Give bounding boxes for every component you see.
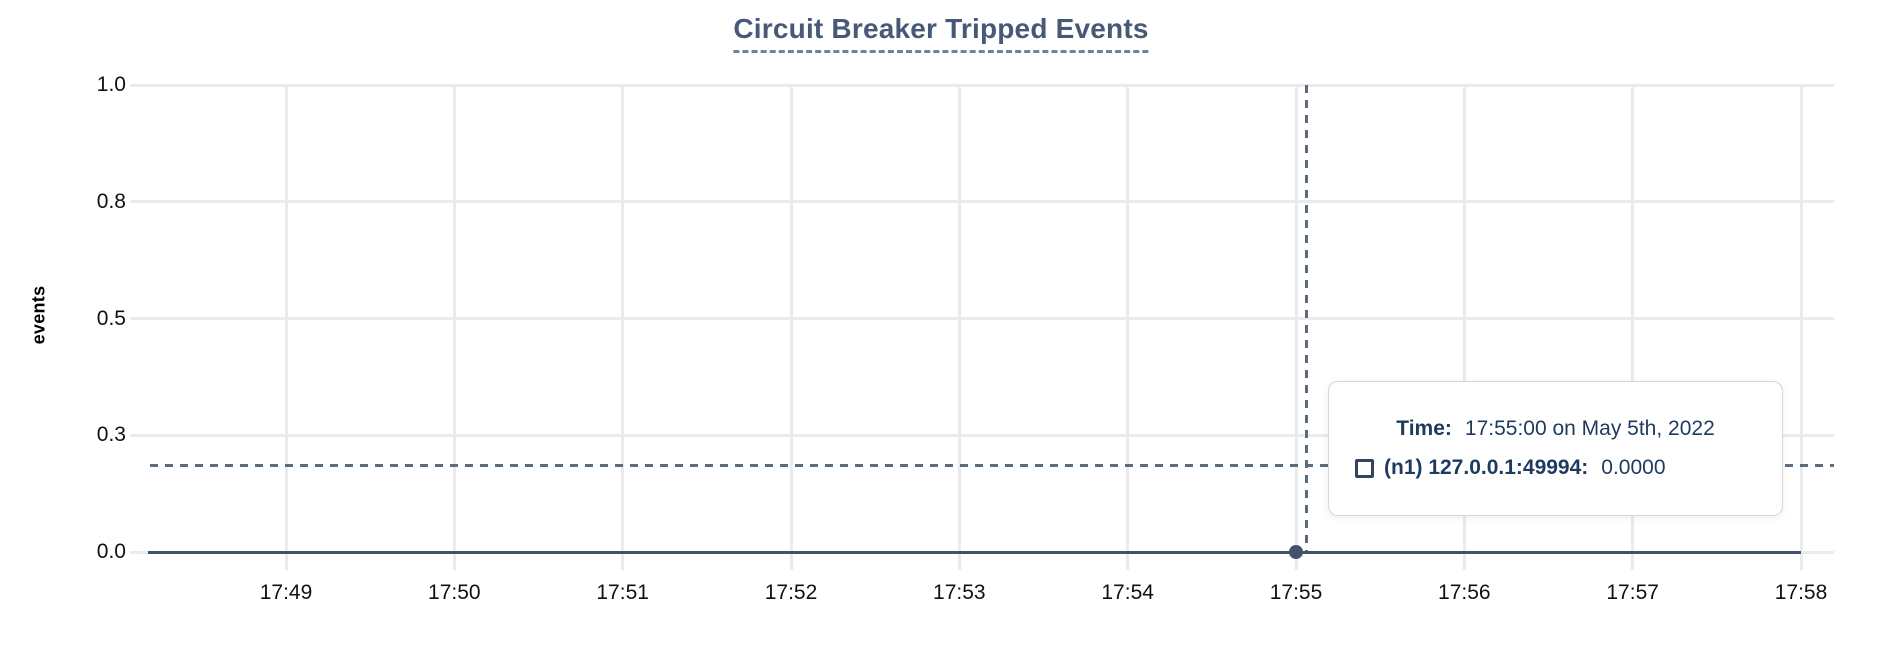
gridline-vertical: [1462, 85, 1466, 570]
x-tick-label: 17:52: [764, 581, 818, 604]
gridline-vertical: [1799, 85, 1803, 570]
gridline-vertical: [621, 85, 625, 570]
tooltip-series-label: (n1) 127.0.0.1:49994:: [1384, 456, 1589, 479]
x-tick-label: 17:55: [1269, 581, 1323, 604]
gridline-vertical: [789, 85, 793, 570]
tooltip-series-row: (n1) 127.0.0.1:49994: 0.0000: [1355, 456, 1756, 480]
tooltip-time-row: Time: 17:55:00 on May 5th, 2022: [1355, 417, 1756, 441]
crosshair-vertical: [1304, 85, 1308, 552]
x-tick-label: 17:49: [259, 581, 313, 604]
y-tick-label: 0.0: [96, 540, 126, 563]
x-tick-label: 17:51: [596, 581, 649, 604]
y-tick-label: 0.8: [96, 189, 126, 213]
x-tick-label: 17:56: [1438, 581, 1491, 604]
y-tick-label: 1.0: [96, 73, 126, 96]
gridline-vertical: [452, 85, 456, 570]
hover-tooltip: Time: 17:55:00 on May 5th, 2022 (n1) 127…: [1328, 381, 1783, 516]
tooltip-time-value: 17:55:00 on May 5th, 2022: [1464, 417, 1715, 440]
gridline-vertical: [1631, 85, 1635, 570]
gridline-vertical: [284, 85, 288, 570]
x-tick-label: 17:54: [1101, 581, 1154, 604]
y-tick-label: 0.3: [96, 423, 126, 447]
x-tick-label: 17:57: [1606, 581, 1659, 604]
crosshair-horizontal: [150, 463, 1834, 467]
x-tick-label: 17:50: [428, 581, 481, 604]
series-line: [148, 550, 1801, 554]
gridline-vertical: [957, 85, 961, 570]
y-tick-label: 0.5: [96, 306, 126, 330]
tooltip-series-value: 0.0000: [1601, 456, 1666, 479]
tooltip-time-label: Time:: [1396, 417, 1452, 440]
x-tick-label: 17:53: [933, 581, 986, 604]
hover-point: [1289, 545, 1303, 559]
gridline-vertical: [1126, 85, 1130, 570]
x-tick-label: 17:58: [1774, 581, 1828, 604]
series-swatch-icon: [1355, 458, 1374, 478]
gridline-vertical: [1294, 85, 1298, 570]
gridline-horizontal: [130, 317, 1834, 320]
gridline-horizontal: [130, 200, 1834, 204]
gridline-horizontal: [130, 83, 1834, 87]
chart-title[interactable]: Circuit Breaker Tripped Events: [733, 13, 1149, 53]
gridline-horizontal: [130, 433, 1834, 437]
